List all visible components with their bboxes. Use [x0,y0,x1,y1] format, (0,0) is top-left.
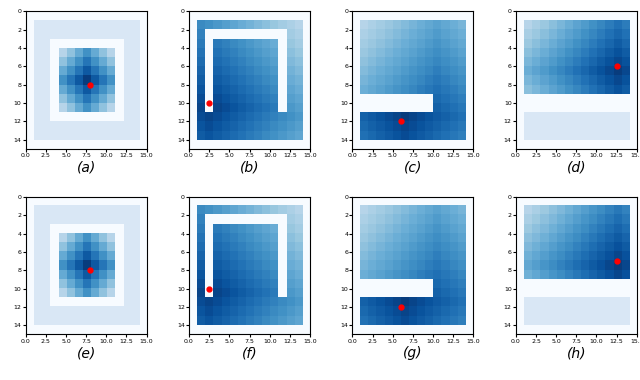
X-axis label: (f): (f) [242,346,257,360]
X-axis label: (g): (g) [403,346,422,360]
X-axis label: (a): (a) [77,161,96,175]
X-axis label: (h): (h) [566,346,586,360]
X-axis label: (b): (b) [240,161,259,175]
X-axis label: (e): (e) [77,346,96,360]
X-axis label: (c): (c) [404,161,422,175]
X-axis label: (d): (d) [566,161,586,175]
